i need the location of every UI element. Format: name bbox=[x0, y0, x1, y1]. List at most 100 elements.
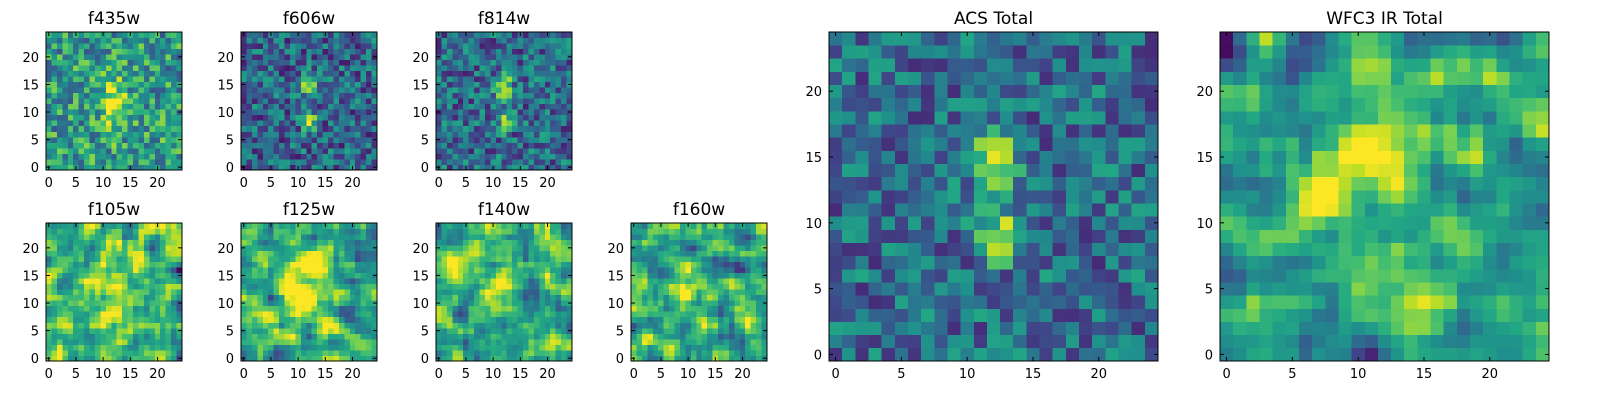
heatmap-cell bbox=[371, 92, 378, 99]
heatmap-cell bbox=[457, 87, 464, 94]
heatmap-cell bbox=[484, 59, 491, 66]
heatmap-cell bbox=[468, 245, 475, 251]
heatmap-cell bbox=[468, 48, 475, 55]
heatmap-cell bbox=[328, 65, 334, 72]
heatmap-cell bbox=[67, 103, 74, 110]
heatmap-cell bbox=[149, 153, 156, 160]
heatmap-cell bbox=[986, 163, 1001, 178]
heatmap-cell bbox=[506, 228, 513, 235]
heatmap-cell bbox=[257, 87, 264, 94]
heatmap-cell bbox=[463, 316, 470, 323]
heatmap-cell bbox=[561, 158, 567, 165]
heatmap-cell bbox=[133, 305, 139, 312]
heatmap-cell bbox=[333, 305, 340, 312]
heatmap-cell bbox=[366, 54, 372, 60]
heatmap-cell bbox=[322, 120, 329, 127]
heatmap-cell bbox=[1079, 268, 1093, 283]
heatmap-cell bbox=[306, 344, 313, 351]
heatmap-cell bbox=[56, 234, 63, 240]
heatmap-cell bbox=[561, 256, 567, 263]
heatmap-cell bbox=[257, 250, 264, 257]
heatmap-cell bbox=[360, 355, 367, 362]
heatmap-cell bbox=[171, 349, 177, 356]
heatmap-cell bbox=[718, 311, 724, 318]
heatmap-cell bbox=[468, 32, 475, 38]
heatmap-cell bbox=[723, 294, 730, 301]
heatmap-cell bbox=[322, 43, 329, 49]
heatmap-cell bbox=[474, 245, 480, 251]
heatmap-cell bbox=[268, 48, 275, 55]
heatmap-cell bbox=[723, 289, 730, 296]
heatmap-cell bbox=[138, 245, 145, 251]
heatmap-cell bbox=[1092, 334, 1106, 349]
heatmap-cell bbox=[62, 272, 69, 279]
heatmap-cell bbox=[338, 48, 345, 55]
heatmap-cell bbox=[284, 311, 291, 318]
heatmap-cell bbox=[561, 48, 567, 55]
heatmap-cell bbox=[501, 98, 508, 105]
heatmap-cell bbox=[143, 239, 150, 246]
heatmap-cell bbox=[490, 131, 497, 138]
heatmap-cell bbox=[986, 45, 1001, 59]
heatmap-cell bbox=[289, 136, 296, 143]
heatmap-cell bbox=[84, 305, 90, 312]
heatmap-cell bbox=[73, 250, 80, 257]
heatmap-cell bbox=[474, 153, 480, 160]
heatmap-cell bbox=[273, 164, 280, 171]
heatmap-cell bbox=[143, 256, 150, 263]
heatmap-cell bbox=[921, 97, 935, 112]
heatmap-cell bbox=[652, 338, 659, 345]
heatmap-cell bbox=[728, 338, 735, 345]
heatmap-cell bbox=[652, 333, 659, 340]
heatmap-cell bbox=[241, 283, 247, 290]
heatmap-cell bbox=[67, 76, 74, 83]
heatmap-cell bbox=[495, 131, 502, 138]
heatmap-cell bbox=[512, 289, 518, 296]
heatmap-cell bbox=[366, 43, 372, 49]
heatmap-cell bbox=[690, 349, 697, 356]
heatmap-cell bbox=[149, 256, 156, 263]
heatmap-cell bbox=[1131, 84, 1146, 99]
heatmap-cell bbox=[718, 355, 724, 362]
heatmap-cell bbox=[122, 239, 128, 246]
heatmap-cell bbox=[1039, 334, 1054, 349]
heatmap-cell bbox=[517, 294, 524, 301]
heatmap-cell bbox=[289, 32, 296, 38]
heatmap-cell bbox=[544, 349, 551, 356]
heatmap-cell bbox=[56, 76, 63, 83]
heatmap-cell bbox=[1144, 189, 1159, 204]
heatmap-cell bbox=[295, 316, 302, 323]
heatmap-cell bbox=[495, 153, 502, 160]
heatmap-cell bbox=[322, 322, 329, 329]
heatmap-cell bbox=[1079, 176, 1093, 191]
heatmap-cell bbox=[533, 261, 540, 268]
heatmap-cell bbox=[894, 84, 909, 99]
heatmap-cell bbox=[133, 311, 139, 318]
x-tick-label: 15 bbox=[122, 176, 139, 191]
heatmap-cell bbox=[484, 81, 491, 88]
heatmap-cell bbox=[94, 109, 101, 116]
heatmap-cell bbox=[273, 114, 280, 121]
heatmap-cell bbox=[533, 256, 540, 263]
heatmap-cell bbox=[154, 43, 161, 49]
heatmap-cell bbox=[322, 289, 329, 296]
heatmap-cell bbox=[84, 114, 90, 121]
heatmap-cell bbox=[73, 70, 80, 77]
heatmap-cell bbox=[171, 250, 177, 257]
heatmap-cell bbox=[116, 147, 123, 154]
heatmap-cell bbox=[506, 65, 513, 72]
heatmap-cell bbox=[452, 147, 459, 154]
heatmap-cell bbox=[1105, 255, 1119, 270]
heatmap-cell bbox=[490, 76, 497, 83]
heatmap-cell bbox=[528, 228, 535, 235]
heatmap-cell bbox=[750, 344, 757, 351]
heatmap-cell bbox=[317, 278, 323, 285]
heatmap-cell bbox=[78, 344, 85, 351]
heatmap-cell bbox=[750, 333, 757, 340]
heatmap-cell bbox=[360, 125, 367, 132]
heatmap-cell bbox=[855, 137, 869, 151]
heatmap-cell bbox=[1131, 71, 1146, 86]
heatmap-cell bbox=[506, 48, 513, 55]
heatmap-cell bbox=[51, 76, 58, 83]
heatmap-cell bbox=[160, 333, 167, 340]
